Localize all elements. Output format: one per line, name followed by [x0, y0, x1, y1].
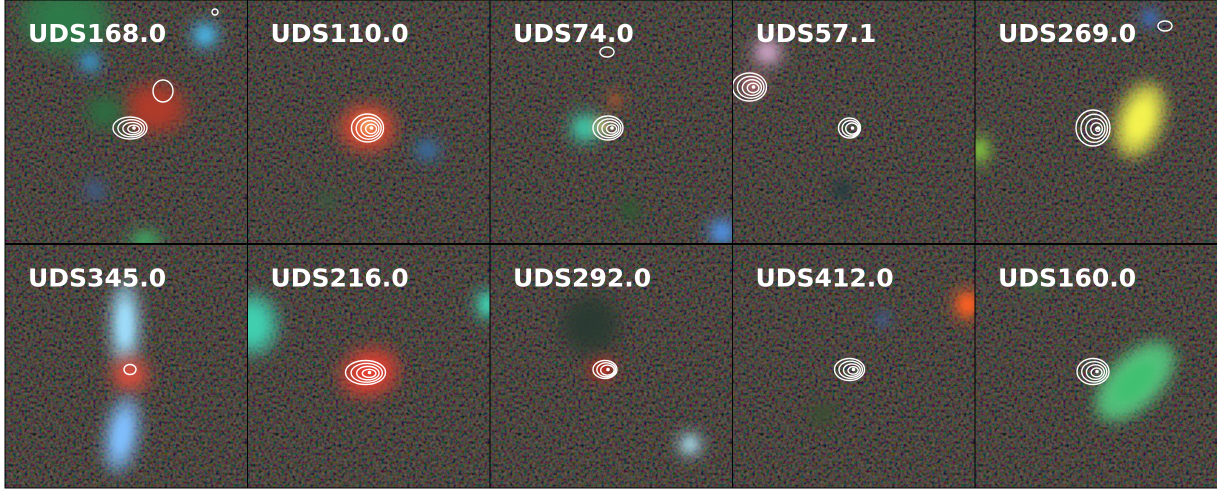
- source-core: [625, 204, 635, 216]
- source-core: [1145, 13, 1155, 23]
- image-panel: UDS110.0: [248, 0, 491, 244]
- source-core: [84, 56, 96, 68]
- image-panel: UDS216.0: [228, 245, 500, 489]
- contour-peak: [132, 126, 136, 130]
- image-panel: UDS168.0: [5, 0, 248, 250]
- contour-peak: [1095, 370, 1099, 374]
- image-panel: UDS412.0: [733, 245, 982, 489]
- contour-peak: [852, 368, 856, 372]
- image-panel: UDS74.0: [490, 0, 736, 246]
- source-core: [975, 142, 985, 158]
- panel-label: UDS345.0: [28, 264, 166, 293]
- panel-label: UDS160.0: [998, 264, 1136, 293]
- source-core: [89, 184, 101, 196]
- image-panel: UDS160.0: [975, 245, 1217, 489]
- source-core: [198, 28, 212, 42]
- image-panel: UDS345.0: [5, 245, 248, 489]
- image-grid: UDS168.0 UDS110.0 UDS74.0 UDS57.1 UDS269.0 UD…: [0, 0, 1217, 489]
- contour-peak: [610, 126, 614, 130]
- source-core: [118, 304, 132, 346]
- contour-peak: [1096, 126, 1100, 130]
- source-core: [139, 95, 171, 121]
- panel-label: UDS292.0: [513, 264, 651, 293]
- contour-peak: [851, 126, 855, 130]
- source-core: [575, 310, 605, 340]
- source-core: [817, 409, 829, 421]
- panel-label: UDS168.0: [28, 19, 166, 48]
- contour-peak: [368, 371, 372, 375]
- source-core: [715, 225, 729, 239]
- source-core: [323, 195, 333, 205]
- panel-label: UDS57.1: [756, 19, 877, 48]
- image-panel: UDS57.1: [733, 0, 976, 244]
- contour-peak: [752, 85, 756, 89]
- panel-label: UDS412.0: [756, 264, 894, 293]
- image-panel: UDS269.0: [970, 0, 1217, 244]
- source-core: [611, 96, 619, 104]
- panel-label: UDS74.0: [513, 19, 634, 48]
- source-core: [838, 185, 848, 195]
- source-core: [961, 297, 975, 313]
- panel-label: UDS216.0: [271, 264, 409, 293]
- contour-peak: [606, 368, 610, 372]
- image-panel: UDS292.0: [490, 245, 733, 489]
- source-core: [95, 103, 115, 121]
- panel-label: UDS269.0: [998, 19, 1136, 48]
- source-core: [684, 439, 696, 451]
- source-core: [879, 316, 887, 324]
- panel-label: UDS110.0: [271, 19, 409, 48]
- source-core: [577, 120, 593, 136]
- source-core: [421, 144, 435, 156]
- contour-peak: [370, 126, 374, 130]
